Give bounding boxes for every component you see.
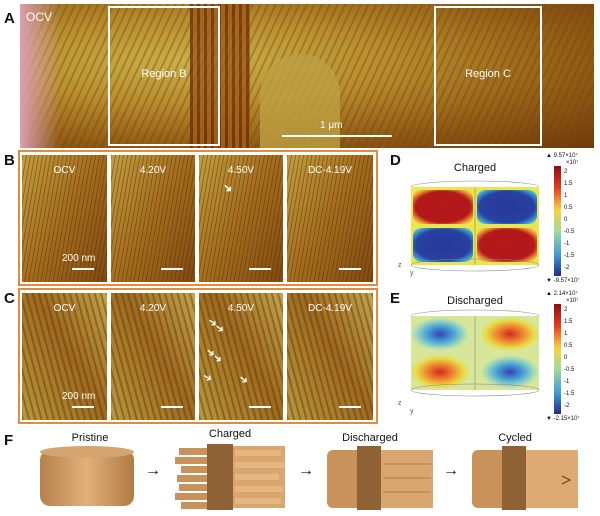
panel-e-tick: 0.5 bbox=[564, 343, 573, 349]
arrow-icon: ➜ bbox=[235, 372, 251, 388]
panel-e-cb-exp: ×10⁷ bbox=[566, 298, 579, 304]
panel-b-tile-2: 4.20V bbox=[111, 155, 195, 282]
panel-d-cb-exp: ×10⁷ bbox=[566, 160, 579, 166]
panel-d-tick: 2 bbox=[564, 169, 568, 175]
region-c-box: Region C bbox=[434, 6, 542, 146]
stage-discharged-label: Discharged bbox=[342, 432, 398, 444]
arrow-icon: ➜ bbox=[200, 370, 215, 386]
panel-d-colorbar bbox=[554, 166, 561, 276]
panel-b-frame bbox=[18, 150, 378, 286]
panel-c-letter: C bbox=[4, 290, 15, 307]
panel-e-letter: E bbox=[390, 290, 401, 307]
arrow-icon: ➜➜ bbox=[202, 345, 225, 367]
panel-d-tick: 0 bbox=[564, 217, 568, 223]
panel-e-cb-min: ▼ -2.15×10⁷ bbox=[546, 416, 580, 422]
panel-d-letter: D bbox=[390, 152, 401, 169]
panel-e-tick: 0 bbox=[564, 355, 568, 361]
panel-b-letter: B bbox=[4, 152, 15, 169]
panel-c-scale-bar-4 bbox=[339, 406, 361, 408]
charged-cylinder bbox=[175, 444, 285, 510]
arrow-icon: ➜➜ bbox=[204, 315, 227, 337]
panel-d-tick: -2 bbox=[564, 265, 570, 271]
panel-c-scale-bar-2 bbox=[161, 406, 183, 408]
panel-c-tile-3: 4.50V ➜➜ ➜➜ ➜ ➜ bbox=[199, 293, 283, 420]
panel-c-scale-bar-3 bbox=[249, 406, 271, 408]
panel-c-tile-4: DC-4.19V bbox=[287, 293, 373, 420]
panel-b-tile-3: 4.50V ➜ bbox=[199, 155, 283, 282]
panel-e-colorbar bbox=[554, 304, 561, 414]
panel-a-image: OCV Region B Region C 1 μm bbox=[20, 4, 594, 148]
panel-e-title: Discharged bbox=[447, 295, 503, 307]
panel-d-cb-max: ▲ 9.57×10⁷ bbox=[546, 153, 578, 159]
panel-c-tile-4-label: DC-4.19V bbox=[308, 303, 352, 314]
panel-a-scale-text: 1 μm bbox=[320, 120, 343, 131]
panel-e-tick: 1 bbox=[564, 331, 568, 337]
panel-c-scale-text: 200 nm bbox=[62, 391, 96, 402]
panel-b-tile-4: DC-4.19V bbox=[287, 155, 373, 282]
panel-e-tick: -0.5 bbox=[564, 367, 575, 373]
panel-e-axis-z: z bbox=[398, 400, 402, 407]
panel-a-letter: A bbox=[4, 10, 15, 27]
panel-b-tile-4-label: DC-4.19V bbox=[308, 165, 352, 176]
panel-d-title: Charged bbox=[453, 162, 497, 174]
panel-e-tick: -1.5 bbox=[564, 391, 575, 397]
panel-b-scale-text: 200 nm bbox=[62, 253, 96, 264]
region-b-box: Region B bbox=[108, 6, 220, 146]
panel-c-tile-1: OCV 200 nm bbox=[22, 293, 107, 420]
cycled-cylinder bbox=[472, 446, 578, 510]
panel-e-tick: -1 bbox=[564, 379, 570, 385]
panel-d-axis-y: y bbox=[410, 270, 414, 277]
panel-b-scale-bar-2 bbox=[161, 268, 183, 270]
stage-pristine-label: Pristine bbox=[71, 432, 109, 444]
panel-b-tile-3-label: 4.50V bbox=[227, 165, 255, 176]
arrow-icon: ➜ bbox=[219, 179, 237, 197]
panel-c-tile-1-label: OCV bbox=[53, 303, 76, 314]
panel-e-simulation bbox=[410, 309, 540, 397]
panel-d-axis-z: z bbox=[398, 262, 402, 269]
panel-e-axis-y: y bbox=[410, 408, 414, 415]
panel-e-tick: 2 bbox=[564, 307, 568, 313]
panel-e-cb-max: ▲ 2.14×10⁷ bbox=[546, 291, 578, 297]
panel-c-frame bbox=[18, 288, 378, 424]
panel-b-scale-bar-3 bbox=[249, 268, 271, 270]
panel-e-tick: 1.5 bbox=[564, 319, 573, 325]
panel-b-tile-1-label: OCV bbox=[53, 165, 76, 176]
panel-a-ocv-label: OCV bbox=[26, 10, 53, 24]
panel-b-scale-bar-1 bbox=[72, 268, 94, 270]
panel-d-tick: 1 bbox=[564, 193, 568, 199]
panel-b-tile-2-label: 4.20V bbox=[139, 165, 167, 176]
panel-d-tick: 0.5 bbox=[564, 205, 573, 211]
stage-charged-label: Charged bbox=[208, 428, 252, 440]
panel-c-tile-2: 4.20V bbox=[111, 293, 195, 420]
panel-c-scale-bar-1 bbox=[72, 406, 94, 408]
panel-a-scale-bar bbox=[282, 135, 392, 137]
arrow-icon: → bbox=[443, 462, 459, 479]
region-b-label: Region B bbox=[141, 68, 187, 80]
region-c-label: Region C bbox=[465, 68, 511, 80]
panel-d-cb-min: ▼ -9.57×10⁷ bbox=[546, 278, 580, 284]
panel-d-tick: 1.5 bbox=[564, 181, 573, 187]
arrow-icon: → bbox=[298, 462, 314, 479]
panel-d-tick: -1.5 bbox=[564, 253, 575, 259]
pristine-cylinder bbox=[40, 446, 134, 506]
panel-f-letter: F bbox=[4, 432, 14, 449]
panel-d-tick: -1 bbox=[564, 241, 570, 247]
discharged-cylinder bbox=[327, 446, 433, 510]
panel-b-scale-bar-4 bbox=[339, 268, 361, 270]
panel-c-tile-2-label: 4.20V bbox=[139, 303, 167, 314]
panel-d-tick: -0.5 bbox=[564, 229, 575, 235]
panel-b-tile-1: OCV 200 nm bbox=[22, 155, 107, 282]
stage-cycled-label: Cycled bbox=[498, 432, 532, 444]
panel-c-tile-3-label: 4.50V bbox=[227, 303, 255, 314]
panel-d-simulation bbox=[410, 180, 540, 272]
arrow-icon: → bbox=[145, 462, 161, 479]
panel-e-tick: -2 bbox=[564, 403, 570, 409]
